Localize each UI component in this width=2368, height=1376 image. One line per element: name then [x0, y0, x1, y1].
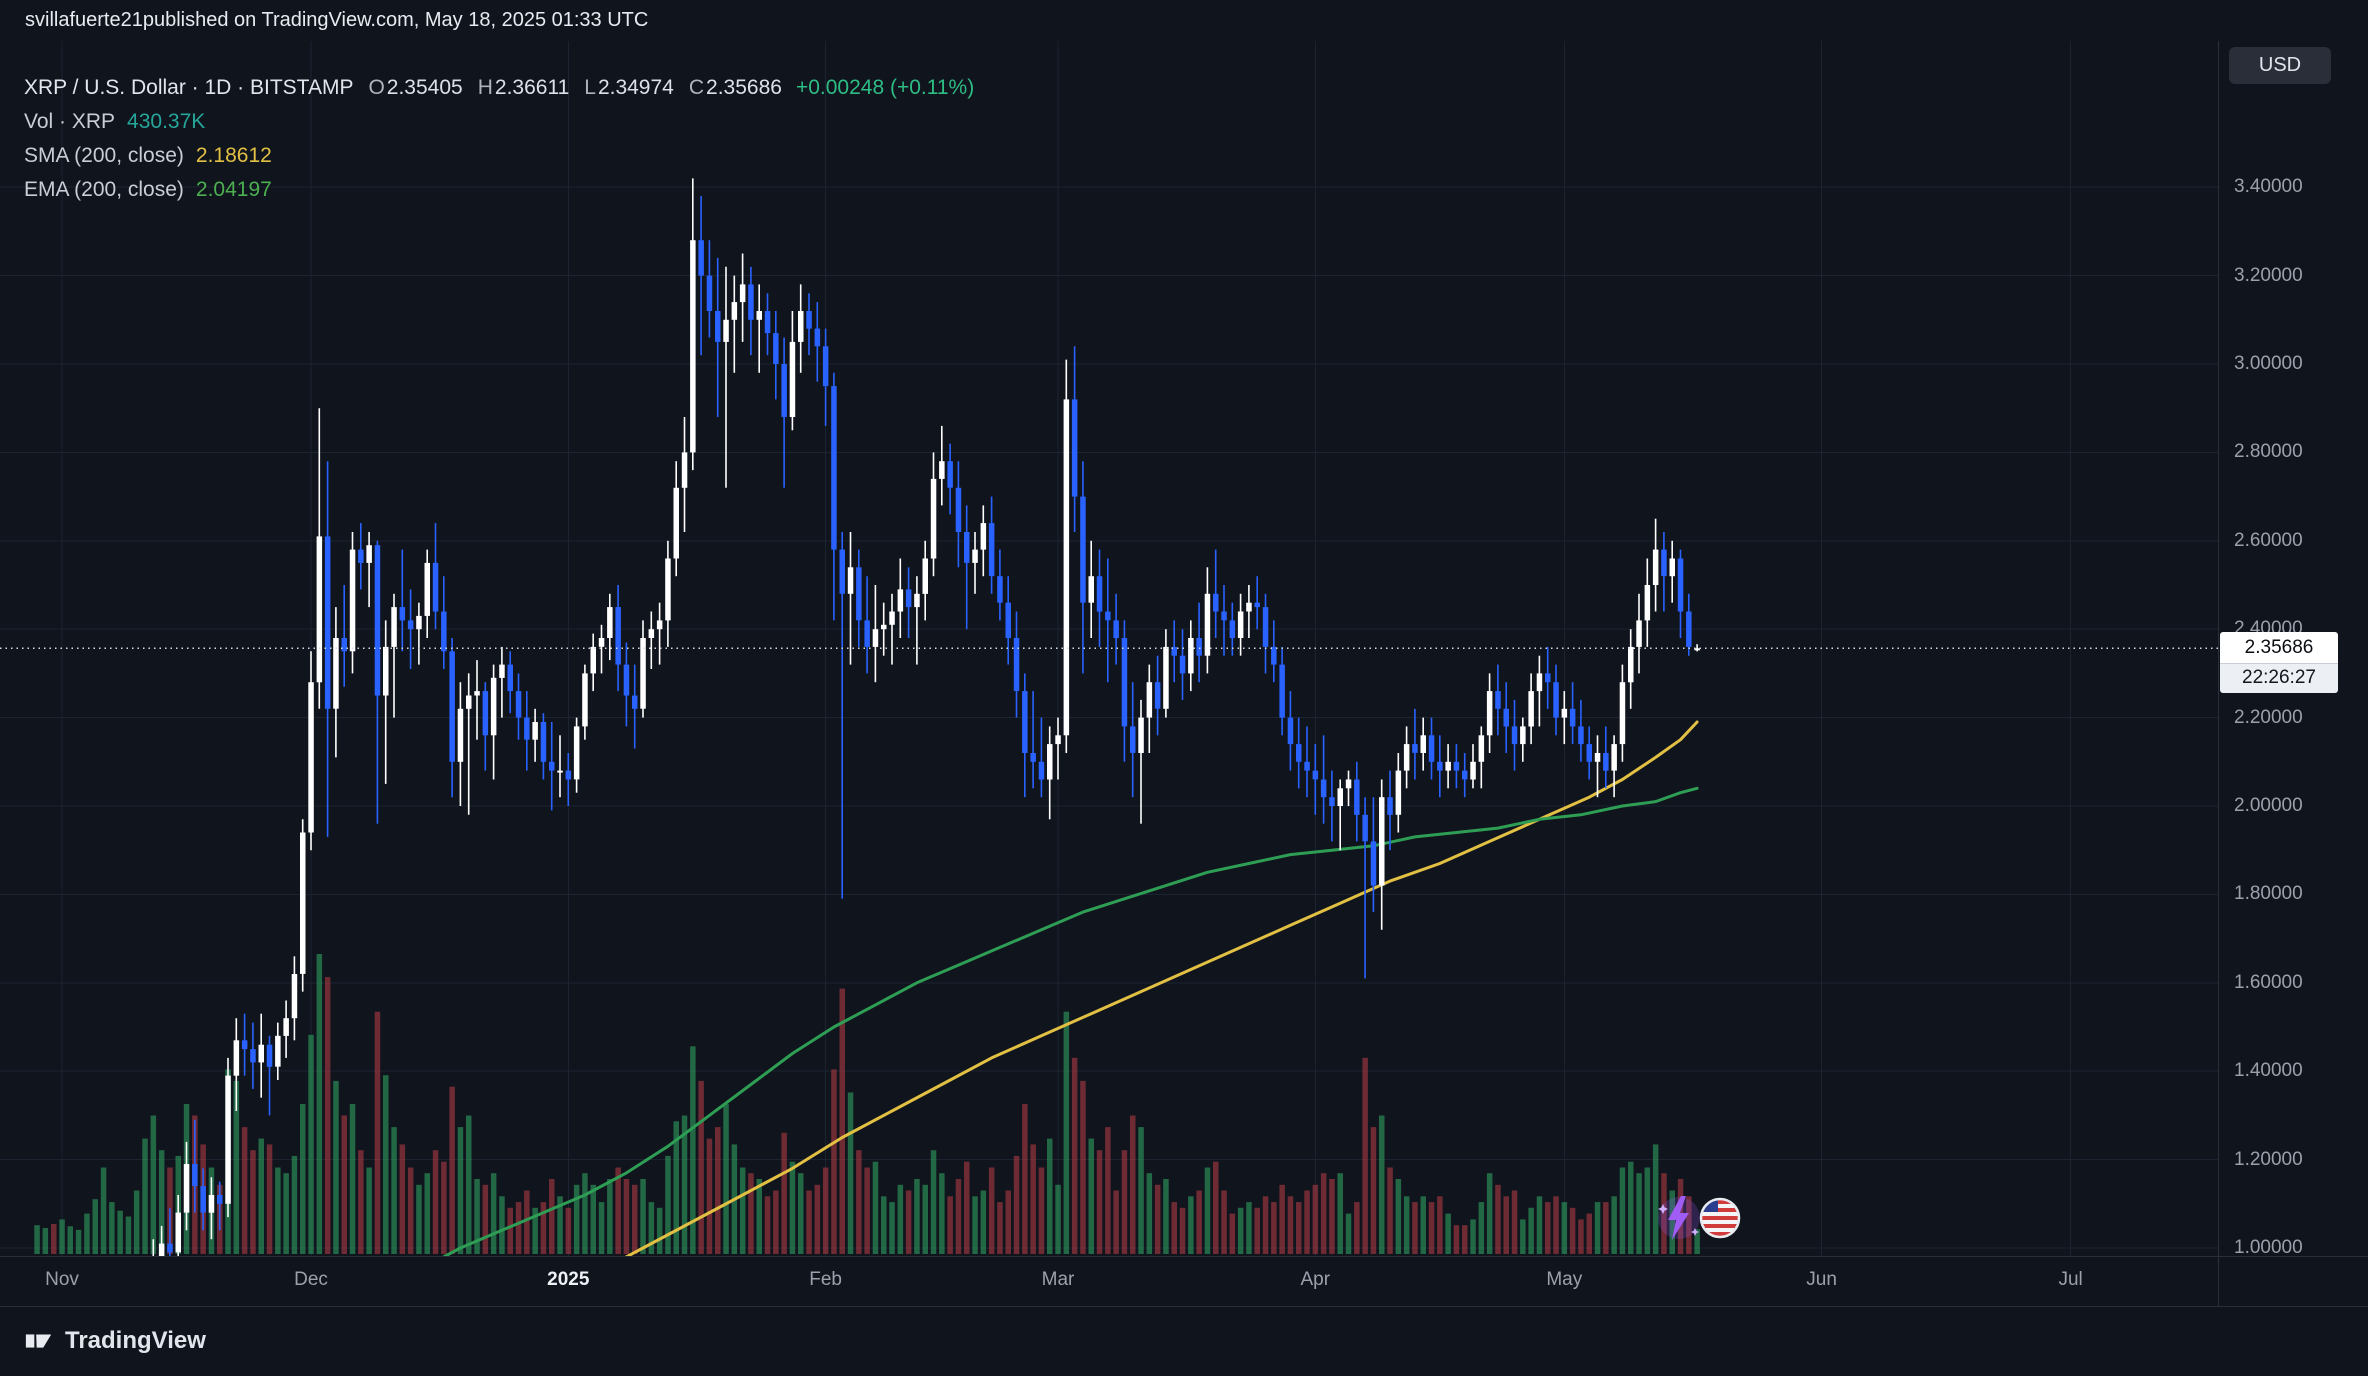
time-tick-label: Jun [1806, 1269, 1837, 1290]
ema-label: EMA (200, close) [24, 178, 184, 201]
ema-legend-row: EMA (200, close) 2.04197 [24, 173, 974, 207]
chart-legend: XRP / U.S. Dollar · 1D · BITSTAMP O2.3540… [24, 71, 974, 207]
volume-legend-row: Vol · XRP 430.37K [24, 105, 974, 139]
time-tick-label: Feb [809, 1269, 842, 1290]
tradingview-logo-icon[interactable] [24, 1326, 54, 1356]
low-label: L [584, 76, 596, 99]
price-tick-label: 3.00000 [2234, 353, 2303, 374]
volume-label: Vol · XRP [24, 110, 116, 133]
time-tick-label: Mar [1041, 1269, 1075, 1290]
price-tick-label: 1.20000 [2234, 1148, 2303, 1170]
price-tick-label: 1.60000 [2234, 971, 2303, 993]
close-label: C [688, 76, 705, 99]
price-tick-label: 1.40000 [2234, 1060, 2303, 1082]
ema-200-line [442, 786, 1699, 1256]
tradingview-brand-link[interactable]: TradingView [65, 1327, 206, 1354]
flash-icon[interactable] [1655, 1192, 1703, 1244]
symbol-legend-row: XRP / U.S. Dollar · 1D · BITSTAMP O2.3540… [24, 71, 974, 105]
high-value: 2.36611 [494, 76, 570, 99]
sma-200-line [624, 720, 1699, 1256]
candles [152, 178, 1700, 1256]
change-value: +0.00248 (+0.11%) [795, 76, 975, 99]
open-label: O [368, 76, 385, 99]
bar-countdown: 22:26:27 [2220, 663, 2338, 694]
ema-value: 2.04197 [195, 178, 272, 201]
time-tick-label: Nov [45, 1269, 79, 1290]
time-tick-label: May [1546, 1269, 1583, 1290]
footer: TradingView [0, 1306, 2368, 1376]
last-price-label: 2.35686 22:26:27 [2220, 632, 2338, 694]
volume-value: 430.37K [127, 110, 206, 133]
price-tick-label: 1.80000 [2234, 883, 2303, 905]
sma-legend-row: SMA (200, close) 2.18612 [24, 139, 974, 173]
symbol-title: XRP / U.S. Dollar · 1D · BITSTAMP [24, 76, 354, 99]
time-axis[interactable]: Nov Dec 2025 Feb Mar Apr May Jun Jul [0, 1256, 2218, 1306]
price-tick-label: 2.20000 [2234, 706, 2303, 728]
high-label: H [477, 76, 493, 99]
sma-label: SMA (200, close) [24, 144, 184, 167]
time-tick-label: 2025 [547, 1269, 590, 1290]
sma-value: 2.18612 [195, 144, 272, 167]
price-tick-label: 2.60000 [2234, 529, 2303, 551]
price-tick-label: 3.20000 [2234, 264, 2303, 286]
price-tick-label: 2.00000 [2234, 795, 2303, 816]
volume-bars [34, 954, 1700, 1254]
publisher-username[interactable]: svillafuerte21 [25, 9, 143, 31]
price-tick-label: 3.40000 [2234, 176, 2303, 198]
publish-info: published on TradingView.com, May 18, 20… [142, 9, 649, 31]
price-axis[interactable]: 3.40000 3.20000 3.00000 2.80000 2.60000 2.400… [2219, 41, 2368, 1258]
price-tick-label: 1.00000 [2234, 1237, 2303, 1258]
currency-button[interactable]: USD [2229, 47, 2331, 84]
time-tick-label: Dec [294, 1269, 328, 1290]
last-price-value: 2.35686 [2220, 632, 2338, 664]
us-flag-event-icon[interactable] [1698, 1196, 1742, 1240]
low-value: 2.34974 [597, 76, 674, 99]
close-value: 2.35686 [706, 76, 782, 99]
publish-header: svillafuerte21 published on TradingView.… [0, 0, 2368, 41]
open-value: 2.35405 [386, 76, 463, 99]
grid [0, 41, 2218, 1256]
time-tick-label: Apr [1300, 1269, 1331, 1290]
price-tick-label: 2.80000 [2234, 441, 2303, 463]
time-tick-label: Jul [2058, 1269, 2083, 1290]
